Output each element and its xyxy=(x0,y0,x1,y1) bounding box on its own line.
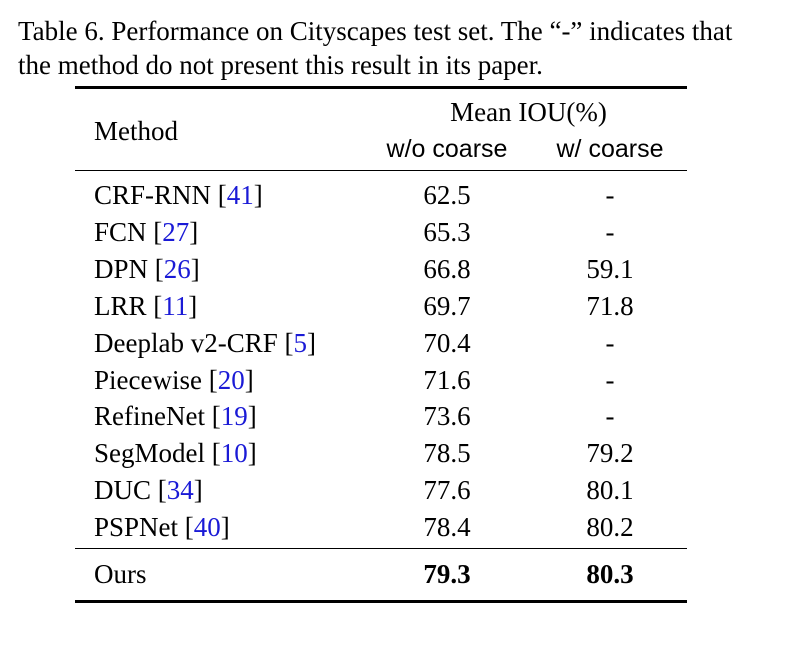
bracket-close: ] xyxy=(247,401,257,431)
citation-link[interactable]: 26 xyxy=(163,254,191,284)
citation-link[interactable]: 10 xyxy=(220,438,248,468)
header-w-coarse: w/ coarse xyxy=(556,135,664,163)
citation-link[interactable]: 19 xyxy=(220,401,248,431)
table-caption: Table 6. Performance on Cityscapes test … xyxy=(18,14,798,82)
bracket-close: ] xyxy=(220,512,230,542)
value-wo-coarse: 78.4 xyxy=(423,512,471,542)
ours-w-coarse: 80.3 xyxy=(586,559,634,589)
citation-link[interactable]: 34 xyxy=(166,475,194,505)
bracket-open: [ xyxy=(157,475,167,505)
header-wo-coarse: w/o coarse xyxy=(386,135,508,163)
bracket-close: ] xyxy=(193,475,203,505)
header-method: Method xyxy=(94,116,178,146)
method-label: DPN xyxy=(94,254,155,284)
bracket-close: ] xyxy=(190,254,200,284)
ours-wo-coarse: 79.3 xyxy=(423,559,471,589)
value-w-coarse: - xyxy=(605,328,615,358)
bracket-close: ] xyxy=(247,438,257,468)
bracket-open: [ xyxy=(284,328,294,358)
method-label: SegModel xyxy=(94,438,212,468)
bracket-close: ] xyxy=(188,291,198,321)
top-rule xyxy=(75,86,687,89)
method-name: DPN [26] xyxy=(94,252,200,286)
method-name: Piecewise [20] xyxy=(94,363,254,397)
citation-link[interactable]: 27 xyxy=(162,217,190,247)
value-w-coarse: 80.1 xyxy=(586,475,634,505)
method-name: CRF-RNN [41] xyxy=(94,178,263,212)
value-wo-coarse: 62.5 xyxy=(423,180,471,210)
value-wo-coarse: 70.4 xyxy=(423,328,471,358)
citation-link[interactable]: 5 xyxy=(293,328,307,358)
value-w-coarse: - xyxy=(605,365,615,395)
citation-link[interactable]: 40 xyxy=(193,512,221,542)
ours-rule xyxy=(75,548,687,549)
value-w-coarse: 80.2 xyxy=(586,512,634,542)
citation-link[interactable]: 20 xyxy=(217,365,245,395)
method-label: Deeplab v2-CRF xyxy=(94,328,285,358)
bracket-close: ] xyxy=(244,365,254,395)
bracket-open: [ xyxy=(211,438,221,468)
method-name: DUC [34] xyxy=(94,473,203,507)
value-w-coarse: - xyxy=(605,217,615,247)
method-label: LRR xyxy=(94,291,154,321)
value-w-coarse: 79.2 xyxy=(586,438,634,468)
method-name: Deeplab v2-CRF [5] xyxy=(94,326,316,360)
bracket-close: ] xyxy=(189,217,199,247)
value-w-coarse: 59.1 xyxy=(586,254,634,284)
header-mean-iou: Mean IOU(%) xyxy=(450,97,607,127)
value-wo-coarse: 77.6 xyxy=(423,475,471,505)
bracket-close: ] xyxy=(306,328,316,358)
value-wo-coarse: 78.5 xyxy=(423,438,471,468)
bracket-open: [ xyxy=(184,512,194,542)
ours-method: Ours xyxy=(94,559,147,589)
bottom-rule xyxy=(75,600,687,603)
method-name: PSPNet [40] xyxy=(94,510,230,544)
citation-link[interactable]: 41 xyxy=(226,180,254,210)
method-name: SegModel [10] xyxy=(94,436,257,470)
bracket-open: [ xyxy=(153,291,163,321)
value-wo-coarse: 65.3 xyxy=(423,217,471,247)
value-wo-coarse: 71.6 xyxy=(423,365,471,395)
bracket-open: [ xyxy=(217,180,227,210)
bracket-open: [ xyxy=(154,254,164,284)
value-wo-coarse: 73.6 xyxy=(423,401,471,431)
value-w-coarse: - xyxy=(605,401,615,431)
caption-line-2: the method do not present this result in… xyxy=(18,50,543,80)
header-rule xyxy=(75,170,687,171)
method-label: FCN xyxy=(94,217,154,247)
caption-line-1: Table 6. Performance on Cityscapes test … xyxy=(18,16,733,46)
bracket-open: [ xyxy=(208,365,218,395)
citation-link[interactable]: 11 xyxy=(162,291,189,321)
bracket-close: ] xyxy=(253,180,263,210)
value-wo-coarse: 69.7 xyxy=(423,291,471,321)
method-name: FCN [27] xyxy=(94,215,198,249)
bracket-open: [ xyxy=(153,217,163,247)
value-w-coarse: 71.8 xyxy=(586,291,634,321)
method-label: Piecewise xyxy=(94,365,209,395)
method-label: CRF-RNN xyxy=(94,180,218,210)
method-label: PSPNet xyxy=(94,512,185,542)
method-name: LRR [11] xyxy=(94,289,197,323)
value-wo-coarse: 66.8 xyxy=(423,254,471,284)
value-w-coarse: - xyxy=(605,180,615,210)
method-name: RefineNet [19] xyxy=(94,399,257,433)
method-label: RefineNet xyxy=(94,401,212,431)
bracket-open: [ xyxy=(211,401,221,431)
method-label: DUC xyxy=(94,475,158,505)
